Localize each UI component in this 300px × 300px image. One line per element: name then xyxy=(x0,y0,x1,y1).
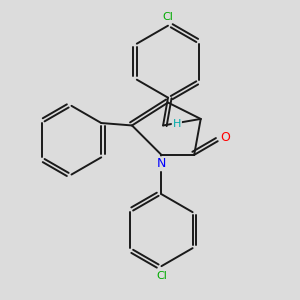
Text: Cl: Cl xyxy=(163,11,173,22)
Text: Cl: Cl xyxy=(156,271,167,281)
Text: N: N xyxy=(157,157,166,170)
Text: H: H xyxy=(172,119,181,129)
Text: O: O xyxy=(220,131,230,144)
